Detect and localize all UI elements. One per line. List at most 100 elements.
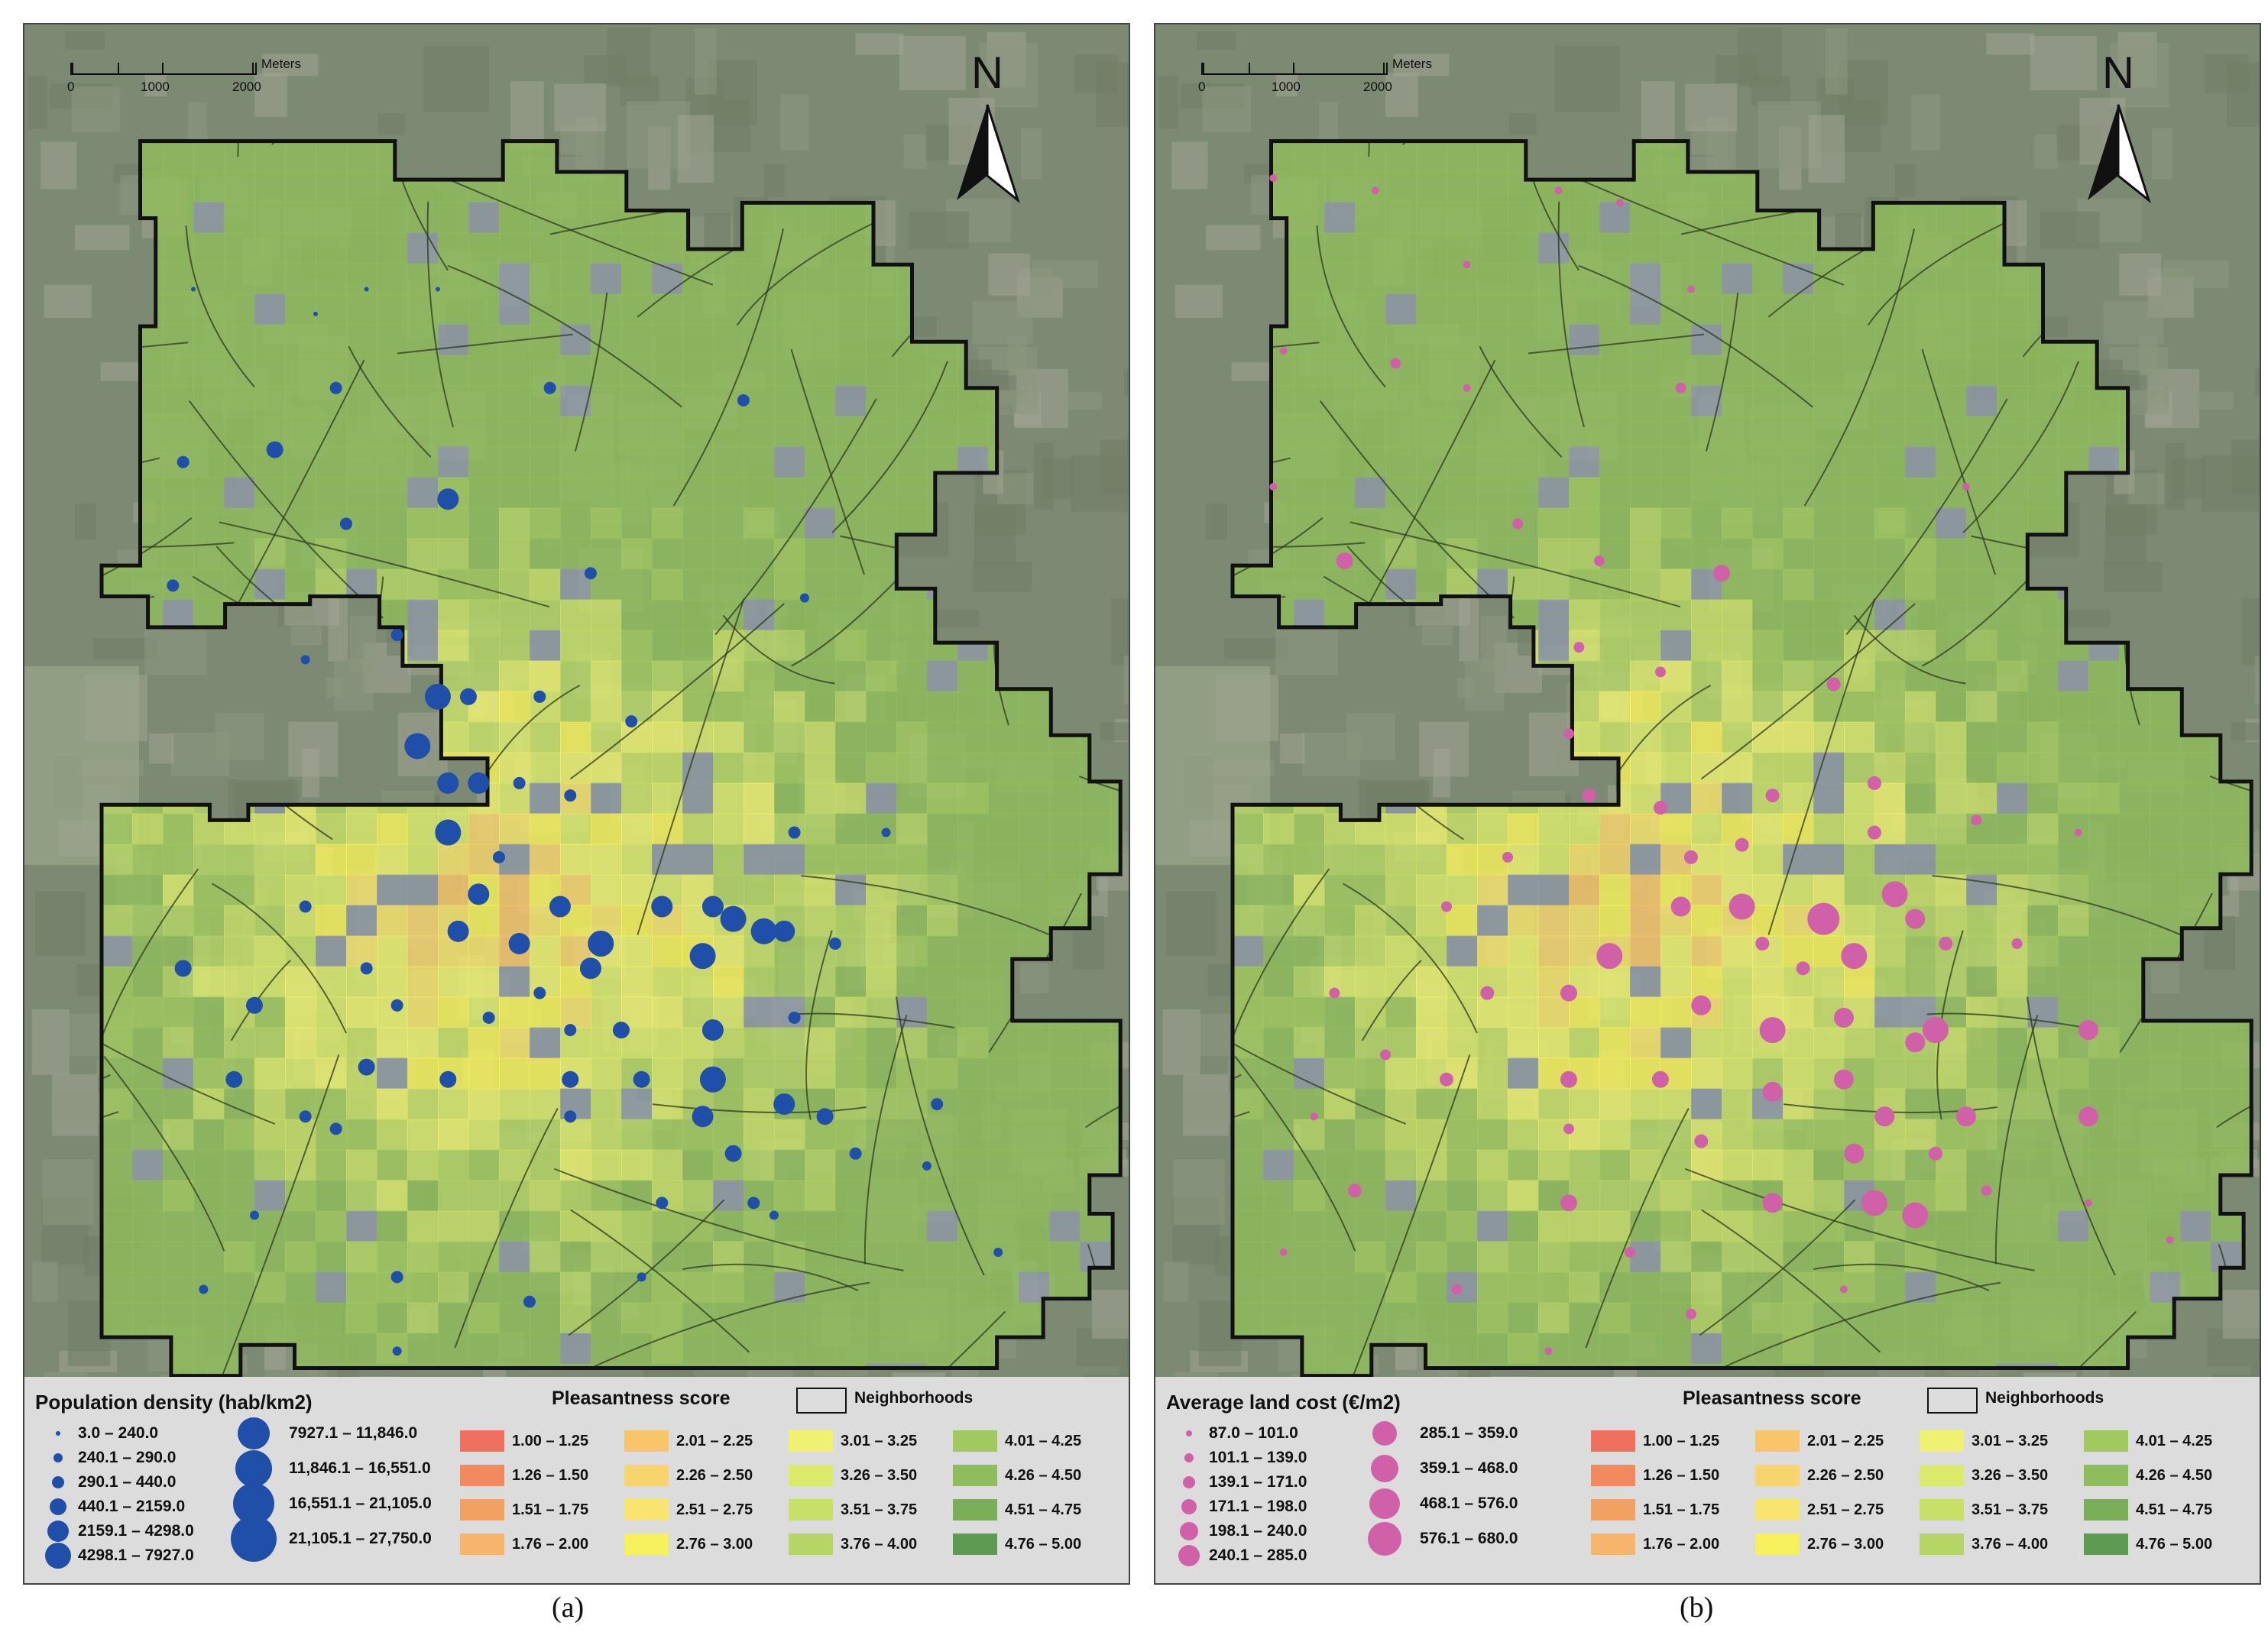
aerial-texture <box>71 86 120 132</box>
data-point <box>2084 1199 2092 1207</box>
aerial-texture <box>903 134 928 169</box>
aerial-texture <box>2119 253 2162 296</box>
aerial-texture <box>44 284 92 318</box>
aerial-texture <box>144 73 167 97</box>
data-point <box>1826 677 1841 691</box>
aerial-texture <box>377 113 406 135</box>
aerial-texture <box>2152 128 2172 180</box>
data-point <box>1844 1143 1865 1164</box>
symbol-legend-label: 198.1 – 240.0 <box>1209 1522 1307 1540</box>
data-point <box>1729 893 1755 920</box>
symbol-legend-label: 11,846.1 – 16,551.0 <box>289 1459 431 1477</box>
pleasantness-class-label: 1.26 – 1.50 <box>512 1467 589 1484</box>
symbol-legend-dot <box>238 1417 270 1449</box>
pleasantness-class-label: 3.26 – 3.50 <box>1972 1467 2049 1484</box>
pleasantness-swatch <box>624 1534 669 1555</box>
data-point <box>849 1147 862 1160</box>
data-point <box>625 715 638 728</box>
scale-tick-2000: 2000 <box>232 79 261 94</box>
pleasantness-class-label: 3.51 – 3.75 <box>841 1501 918 1518</box>
data-point <box>564 1024 577 1037</box>
data-point <box>1554 186 1563 195</box>
data-point <box>339 517 352 530</box>
symbol-legend-dot <box>1183 1476 1195 1488</box>
aerial-texture <box>1064 391 1103 410</box>
neighborhoods-swatch <box>796 1388 847 1414</box>
pleasantness-swatch <box>1920 1430 1964 1452</box>
data-point <box>1390 358 1401 369</box>
symbol-legend-label: 171.1 – 198.0 <box>1209 1498 1307 1515</box>
data-point <box>533 986 546 999</box>
aerial-texture <box>1163 1261 1189 1302</box>
data-point <box>329 1122 342 1135</box>
data-point <box>364 287 369 292</box>
pleasantness-swatch <box>953 1430 997 1452</box>
aerial-texture <box>2130 390 2170 415</box>
aerial-texture <box>1738 28 1782 87</box>
aerial-texture <box>1020 963 1049 994</box>
data-point <box>1480 986 1495 1000</box>
data-point <box>737 393 750 406</box>
data-point <box>313 311 318 316</box>
data-point <box>1329 987 1340 999</box>
aerial-texture <box>2195 391 2234 410</box>
pleasantness-class-label: 2.26 – 2.50 <box>1807 1467 1884 1484</box>
pleasantness-swatch <box>624 1465 669 1486</box>
data-point <box>266 441 284 458</box>
scale-unit: Meters <box>1392 57 1432 71</box>
symbol-legend-label: 290.1 – 440.0 <box>78 1473 177 1491</box>
data-point <box>1439 1072 1453 1087</box>
data-point <box>1563 1123 1574 1135</box>
neighborhoods-label: Neighborhoods <box>854 1389 974 1407</box>
aerial-texture <box>1554 45 1620 112</box>
data-point <box>1762 1193 1783 1213</box>
aerial-texture <box>1421 620 1453 646</box>
data-point <box>1560 1194 1577 1212</box>
pleasantness-class-label: 2.51 – 2.75 <box>1807 1501 1884 1518</box>
data-point <box>177 455 190 468</box>
aerial-texture <box>1171 141 1208 189</box>
data-point <box>689 943 716 970</box>
data-point <box>468 883 490 905</box>
map-canvas-a <box>24 24 1129 1583</box>
aerial-texture <box>1162 1009 1200 1075</box>
data-point <box>1670 896 1691 917</box>
aerial-texture <box>1685 83 1738 131</box>
data-point <box>788 1011 801 1024</box>
pleasantness-class-label: 3.01 – 3.25 <box>1972 1433 2049 1449</box>
pleasantness-swatch <box>1591 1430 1635 1452</box>
data-point <box>750 918 777 944</box>
data-point <box>769 1210 779 1220</box>
study-area-boundary <box>99 139 1123 1378</box>
data-point <box>1833 1069 1854 1090</box>
symbol-legend-label: 4298.1 – 7927.0 <box>78 1546 194 1564</box>
pleasantness-swatch <box>1755 1430 1800 1452</box>
data-point <box>1762 1081 1783 1102</box>
pleasantness-swatch <box>2084 1499 2128 1521</box>
scale-tick-1000: 1000 <box>141 79 170 94</box>
legend: Population density (hab/km2) 3.0 – 240.0… <box>24 1377 1129 1583</box>
aerial-texture <box>554 83 607 131</box>
symbol-legend-title: Population density (hab/km2) <box>35 1391 313 1414</box>
pleasantness-swatch <box>1920 1534 1964 1555</box>
aerial-texture <box>74 503 97 539</box>
data-point <box>931 1098 944 1111</box>
aerial-texture <box>100 362 141 381</box>
pleasantness-swatch <box>789 1465 833 1486</box>
caption-a: (a) <box>552 1592 585 1624</box>
aerial-texture <box>1393 53 1450 76</box>
aerial-texture <box>1034 442 1055 510</box>
pleasantness-class-label: 1.00 – 1.25 <box>512 1433 589 1449</box>
data-point <box>468 772 490 794</box>
aerial-texture <box>1231 362 1272 381</box>
aerial-texture <box>2255 368 2260 395</box>
data-point <box>1653 801 1667 815</box>
data-point <box>747 1197 760 1210</box>
aerial-texture <box>2030 35 2097 91</box>
data-point <box>1582 789 1596 803</box>
aerial-texture <box>607 28 651 87</box>
pleasantness-class-label: 4.76 – 5.00 <box>1005 1536 1082 1553</box>
data-point <box>437 772 459 794</box>
pleasantness-swatch <box>789 1499 833 1521</box>
data-point <box>1759 1017 1786 1044</box>
